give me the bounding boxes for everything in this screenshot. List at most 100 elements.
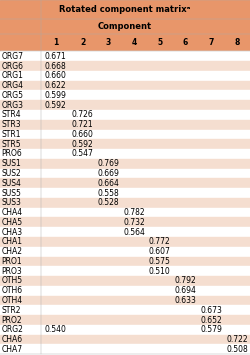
Bar: [0, 276, 249, 286]
Text: Rotated component matrixᵃ: Rotated component matrixᵃ: [59, 5, 190, 14]
Text: 0.547: 0.547: [72, 149, 93, 158]
Text: 5: 5: [157, 38, 162, 47]
Bar: [0, 296, 249, 305]
Text: SUS1: SUS1: [1, 159, 21, 168]
Text: 2: 2: [80, 38, 85, 47]
Bar: [0, 227, 249, 237]
Bar: [0, 344, 249, 354]
Bar: [0, 71, 249, 81]
Text: CHA2: CHA2: [1, 247, 22, 256]
Text: PRO6: PRO6: [1, 149, 22, 158]
Text: 0.664: 0.664: [97, 179, 119, 188]
Text: CHA3: CHA3: [1, 228, 22, 237]
Bar: [0, 218, 249, 227]
Text: ORG5: ORG5: [1, 91, 23, 100]
Text: 0.528: 0.528: [97, 198, 119, 207]
Text: 0.782: 0.782: [123, 208, 144, 217]
Text: 0.792: 0.792: [174, 277, 196, 285]
Bar: [0, 110, 249, 120]
Text: 7: 7: [208, 38, 213, 47]
Text: 0.726: 0.726: [72, 110, 93, 119]
Text: CHA1: CHA1: [1, 237, 22, 246]
Text: 4: 4: [131, 38, 136, 47]
Text: CHA5: CHA5: [1, 218, 22, 227]
Bar: [0, 100, 249, 110]
Text: SUS4: SUS4: [1, 179, 21, 188]
Text: ORG6: ORG6: [1, 61, 23, 71]
Bar: [0, 237, 249, 247]
Text: 0.575: 0.575: [148, 257, 170, 266]
Text: OTH4: OTH4: [1, 296, 22, 305]
Text: 0.673: 0.673: [200, 306, 221, 315]
Text: 3: 3: [106, 38, 111, 47]
Text: 0.558: 0.558: [97, 189, 119, 197]
Text: Component: Component: [98, 22, 152, 32]
Bar: [0, 169, 249, 179]
Bar: [0, 61, 249, 71]
Text: 0.633: 0.633: [174, 296, 196, 305]
Text: 8: 8: [234, 38, 239, 47]
Text: STR1: STR1: [1, 130, 21, 139]
Text: STR4: STR4: [1, 110, 21, 119]
Text: OTH5: OTH5: [1, 277, 22, 285]
Text: 0.769: 0.769: [97, 159, 119, 168]
Text: 0.540: 0.540: [44, 325, 66, 334]
Bar: [0, 179, 249, 188]
Bar: [0, 247, 249, 257]
Text: CHA7: CHA7: [1, 345, 22, 354]
Text: 0.622: 0.622: [44, 81, 66, 90]
Text: 0.772: 0.772: [148, 237, 170, 246]
Bar: [0, 266, 249, 276]
Text: 0.732: 0.732: [123, 218, 144, 227]
Text: 0.592: 0.592: [44, 100, 66, 110]
Text: ORG1: ORG1: [1, 71, 23, 80]
Text: SUS2: SUS2: [1, 169, 21, 178]
Text: PRO1: PRO1: [1, 257, 22, 266]
Text: CHA6: CHA6: [1, 335, 22, 344]
Text: 0.722: 0.722: [226, 335, 247, 344]
Text: ORG3: ORG3: [1, 100, 23, 110]
Text: SUS5: SUS5: [1, 189, 21, 197]
Bar: [0, 257, 249, 266]
Bar: [0, 335, 249, 344]
Text: 0.660: 0.660: [44, 71, 66, 80]
Text: ORG2: ORG2: [1, 325, 23, 334]
Text: OTH6: OTH6: [1, 286, 22, 295]
Text: 0.694: 0.694: [174, 286, 196, 295]
Text: 0.669: 0.669: [97, 169, 119, 178]
Bar: [0, 188, 249, 198]
Text: SUS3: SUS3: [1, 198, 21, 207]
Text: PRO3: PRO3: [1, 267, 22, 276]
Bar: [0, 286, 249, 296]
Text: 6: 6: [182, 38, 188, 47]
Bar: [0, 51, 249, 61]
Text: STR3: STR3: [1, 120, 21, 129]
Text: CHA4: CHA4: [1, 208, 22, 217]
Bar: [0, 198, 249, 208]
Text: 0.564: 0.564: [123, 228, 144, 237]
Text: 0.592: 0.592: [72, 140, 93, 149]
Text: 0.508: 0.508: [226, 345, 247, 354]
Text: 0.510: 0.510: [148, 267, 170, 276]
Text: 0.660: 0.660: [72, 130, 93, 139]
Bar: [0, 149, 249, 159]
Text: 0.721: 0.721: [72, 120, 93, 129]
Text: 0.652: 0.652: [200, 316, 221, 324]
Text: 0.668: 0.668: [44, 61, 66, 71]
Text: 0.579: 0.579: [200, 325, 221, 334]
Bar: [0, 159, 249, 169]
Text: STR2: STR2: [1, 306, 21, 315]
Bar: [0, 20, 249, 34]
Text: STR5: STR5: [1, 140, 21, 149]
Bar: [0, 139, 249, 149]
Bar: [0, 120, 249, 130]
Text: ORG4: ORG4: [1, 81, 23, 90]
Bar: [0, 34, 249, 51]
Bar: [0, 305, 249, 315]
Text: 0.671: 0.671: [44, 52, 66, 61]
Bar: [0, 0, 249, 20]
Text: ORG7: ORG7: [1, 52, 23, 61]
Bar: [0, 91, 249, 100]
Bar: [0, 81, 249, 91]
Bar: [0, 325, 249, 335]
